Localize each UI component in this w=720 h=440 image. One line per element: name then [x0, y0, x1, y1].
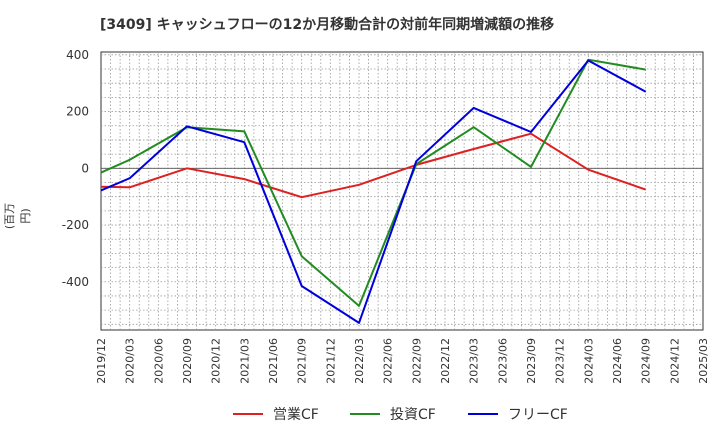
x-tick-label: 2021/09	[296, 338, 309, 384]
series-line-3	[100, 59, 647, 324]
legend-swatch	[350, 413, 380, 415]
legend: 営業CF 投資CF フリーCF	[0, 404, 720, 428]
y-tick-label: 0	[81, 161, 89, 175]
x-tick-label: 2022/06	[382, 338, 395, 384]
y-tick-label: -200	[62, 218, 89, 232]
x-tick-label: 2021/06	[267, 338, 280, 384]
legend-item: 投資CF	[350, 404, 436, 424]
x-tick-label: 2023/09	[525, 338, 538, 384]
y-tick-label: -400	[62, 275, 89, 289]
x-tick-label: 2023/03	[468, 338, 481, 384]
x-tick-label: 2024/12	[668, 338, 681, 384]
x-tick-label: 2021/12	[324, 338, 337, 384]
x-tick-label: 2023/06	[496, 338, 509, 384]
x-tick-label: 2022/12	[439, 338, 452, 384]
legend-label: 投資CF	[390, 407, 436, 423]
legend-item: 営業CF	[233, 404, 319, 424]
y-tick-label: 400	[66, 48, 89, 62]
legend-swatch	[468, 413, 498, 415]
series-line-2	[100, 58, 646, 307]
x-tick-label: 2022/09	[410, 338, 423, 384]
x-tick-label: 2021/03	[238, 338, 251, 384]
x-tick-label: 2020/12	[210, 338, 223, 384]
chart-title: [3409] キャッシュフローの12か月移動合計の対前年同期増減額の推移	[100, 17, 555, 33]
x-tick-label: 2022/03	[353, 338, 366, 384]
x-tick-label: 2020/06	[152, 338, 165, 384]
legend-label: 営業CF	[273, 407, 319, 423]
x-tick-label: 2023/12	[554, 338, 567, 384]
x-tick-label: 2024/06	[611, 338, 624, 384]
x-tick-label: 2019/12	[95, 338, 108, 384]
plot-area	[100, 51, 704, 331]
x-tick-label: 2020/03	[124, 338, 137, 384]
series-line-1	[100, 132, 647, 199]
x-tick-label: 2024/03	[582, 338, 595, 384]
legend-item: フリーCF	[468, 404, 568, 424]
x-tick-label: 2024/09	[640, 338, 653, 384]
x-tick-label: 2020/09	[181, 338, 194, 384]
x-tick-label: 2025/03	[697, 338, 710, 384]
legend-swatch	[233, 413, 263, 415]
legend-label: フリーCF	[508, 407, 568, 423]
y-tick-label: 200	[66, 105, 89, 119]
